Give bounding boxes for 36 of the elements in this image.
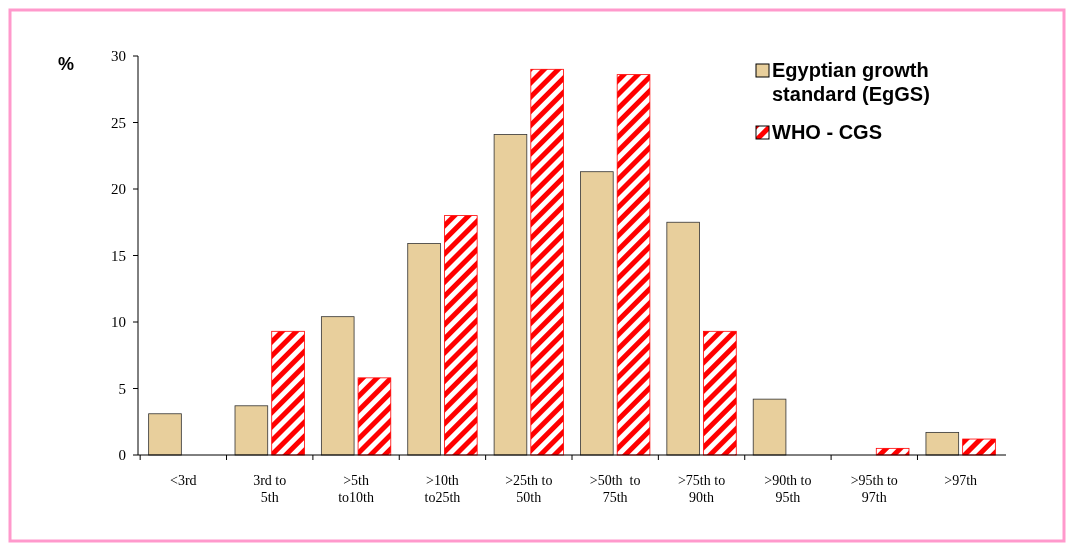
- x-tick-label: >97th: [944, 473, 978, 488]
- bar: [925, 431, 960, 456]
- x-tick-label: >10th to25th: [424, 473, 461, 505]
- y-tick-label: 30: [111, 48, 126, 65]
- bar: [320, 316, 355, 456]
- bar: [493, 134, 528, 456]
- bar: [752, 398, 787, 456]
- x-tick-label: >50th to 75th: [589, 473, 641, 505]
- x-tick-label: >75th to 90th: [677, 473, 726, 505]
- x-tick-label: >95th to 97th: [850, 473, 898, 505]
- y-tick-label: 10: [111, 314, 126, 331]
- x-tick-label: 3rd to 5th: [253, 473, 287, 505]
- bar: [530, 68, 564, 456]
- y-axis-title: %: [58, 54, 75, 74]
- bar: [580, 171, 614, 456]
- bar: [407, 243, 441, 456]
- bar: [148, 413, 182, 456]
- bar: [271, 330, 305, 456]
- y-tick-label: 15: [111, 247, 126, 264]
- y-tick-label: 5: [118, 380, 126, 397]
- x-tick-label: >25th to 50th: [505, 473, 553, 505]
- legend-label: Egyptian growth standard (EgGS): [772, 59, 930, 105]
- y-tick-label: 20: [111, 181, 126, 198]
- bar: [666, 221, 700, 456]
- legend-label: WHO - CGS: [772, 121, 882, 143]
- bar: [703, 330, 737, 456]
- x-tick-label: <3rd: [170, 473, 197, 488]
- x-tick-label: >90th to 95th: [764, 473, 812, 505]
- bar: [616, 74, 651, 456]
- bar: [234, 405, 269, 456]
- y-tick-label: 0: [118, 447, 126, 464]
- x-tick-label: >5th to10th: [338, 473, 374, 505]
- bar: [962, 438, 996, 456]
- bar: [444, 215, 478, 456]
- bar: [357, 377, 392, 456]
- y-tick-label: 25: [111, 114, 126, 131]
